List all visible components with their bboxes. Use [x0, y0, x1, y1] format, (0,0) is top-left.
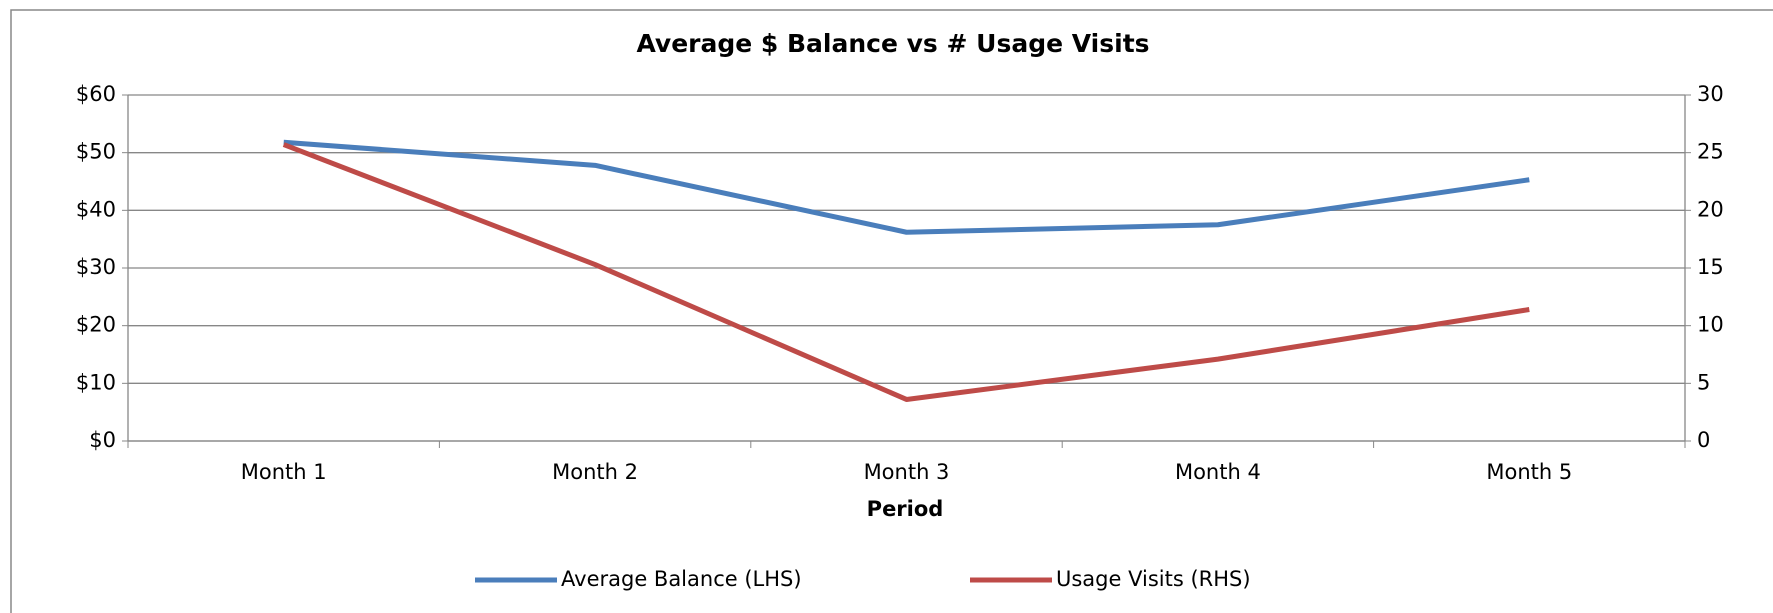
- y2-tick-label: 10: [1697, 313, 1724, 337]
- chart-title: Average $ Balance vs # Usage Visits: [636, 29, 1149, 58]
- y-tick-label: $10: [76, 370, 116, 394]
- line-series: [283, 139, 1530, 235]
- line-series: [282, 142, 1530, 402]
- y2-tick-label: 5: [1697, 370, 1710, 394]
- y-tick-label: $50: [76, 140, 116, 164]
- y-tick-label: $0: [89, 428, 116, 452]
- x-tick-label: Month 1: [241, 460, 327, 484]
- x-axis-title: Period: [867, 497, 944, 521]
- x-tick-label: Month 3: [864, 460, 950, 484]
- y-tick-label: $20: [76, 313, 116, 337]
- legend-label: Average Balance (LHS): [561, 567, 802, 591]
- y2-tick-label: 15: [1697, 255, 1724, 279]
- y2-tick-label: 0: [1697, 428, 1710, 452]
- x-tick-label: Month 2: [552, 460, 638, 484]
- y-tick-label: $60: [76, 82, 116, 106]
- y2-tick-label: 20: [1697, 197, 1724, 221]
- y-tick-label: $40: [76, 197, 116, 221]
- x-tick-label: Month 5: [1486, 460, 1572, 484]
- x-tick-label: Month 4: [1175, 460, 1261, 484]
- legend-label: Usage Visits (RHS): [1056, 567, 1251, 591]
- y-tick-label: $30: [76, 255, 116, 279]
- y2-tick-label: 30: [1697, 82, 1724, 106]
- chart-border: [10, 9, 1773, 613]
- y2-tick-label: 25: [1697, 140, 1724, 164]
